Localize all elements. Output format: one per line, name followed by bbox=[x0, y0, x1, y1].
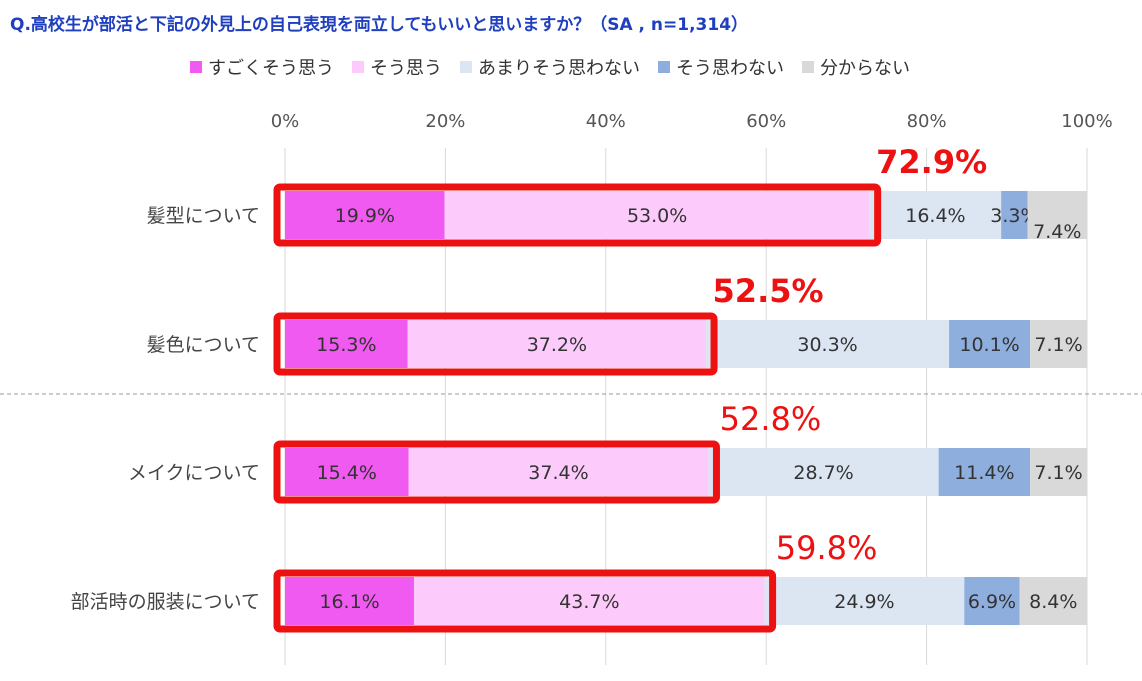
bar-segment bbox=[285, 577, 415, 625]
highlight-box bbox=[273, 440, 720, 504]
data-label: 43.7% bbox=[559, 591, 619, 613]
data-label: 53.0% bbox=[627, 205, 687, 227]
chart-title: Q.高校生が部活と下記の外見上の自己表現を両立してもいいと思いますか？（SA ,… bbox=[10, 15, 749, 35]
data-label: 19.9% bbox=[335, 205, 395, 227]
bar-segment bbox=[1030, 448, 1087, 496]
bar-segment bbox=[964, 577, 1020, 625]
legend-item: すごくそう思う bbox=[190, 54, 334, 80]
data-label: 16.1% bbox=[319, 591, 379, 613]
data-label: 7.1% bbox=[1034, 462, 1082, 484]
highlight-box bbox=[273, 569, 777, 633]
bar-segment bbox=[1001, 191, 1028, 239]
bar-segment bbox=[285, 320, 408, 368]
highlight-box bbox=[273, 183, 882, 247]
data-label: 8.4% bbox=[1029, 591, 1077, 613]
legend-item: そう思う bbox=[352, 54, 442, 80]
data-label: 28.7% bbox=[793, 462, 853, 484]
legend-label: そう思う bbox=[370, 58, 442, 79]
x-tick-label: 40% bbox=[586, 111, 626, 132]
data-label: 6.9% bbox=[968, 591, 1016, 613]
data-label: 16.4% bbox=[905, 205, 965, 227]
data-label: 37.2% bbox=[527, 334, 587, 356]
x-tick-label: 0% bbox=[271, 111, 300, 132]
bar-segment bbox=[1027, 191, 1087, 239]
bar-segment bbox=[408, 448, 709, 496]
data-label: 24.9% bbox=[834, 591, 894, 613]
chart-legend: すごくそう思う そう思う あまりそう思わない そう思わない 分からない bbox=[190, 55, 910, 79]
highlight-total-label: 52.8% bbox=[720, 400, 822, 438]
data-label: 15.4% bbox=[317, 462, 377, 484]
data-label: 37.4% bbox=[528, 462, 588, 484]
bar-segment bbox=[1019, 577, 1087, 625]
highlight-total-label: 72.9% bbox=[876, 143, 987, 181]
category-label: 髪色について bbox=[147, 334, 260, 356]
bar-segment bbox=[285, 191, 445, 239]
bar-segment bbox=[414, 577, 765, 625]
bar-segment bbox=[938, 448, 1031, 496]
legend-label: すごくそう思う bbox=[208, 58, 334, 79]
legend-swatch bbox=[190, 61, 202, 73]
legend-swatch bbox=[460, 61, 472, 73]
legend-label: あまりそう思わない bbox=[478, 58, 640, 79]
bar-segment bbox=[706, 320, 950, 368]
legend-swatch bbox=[352, 61, 364, 73]
bar-segment bbox=[444, 191, 870, 239]
legend-item: あまりそう思わない bbox=[460, 54, 640, 80]
legend-swatch bbox=[658, 61, 670, 73]
legend-item: 分からない bbox=[802, 54, 910, 80]
x-tick-label: 60% bbox=[746, 111, 786, 132]
bar-segment bbox=[407, 320, 707, 368]
legend-swatch bbox=[802, 61, 814, 73]
data-label: 7.1% bbox=[1034, 334, 1082, 356]
data-label: 10.1% bbox=[959, 334, 1019, 356]
bar-segment bbox=[1030, 320, 1087, 368]
bar-segment bbox=[708, 448, 939, 496]
category-label: 髪型について bbox=[147, 205, 260, 227]
highlight-box bbox=[273, 312, 718, 376]
bar-segment bbox=[869, 191, 1002, 239]
highlight-total-label: 52.5% bbox=[713, 272, 824, 310]
category-label: 部活時の服装について bbox=[71, 591, 260, 613]
bar-segment bbox=[949, 320, 1031, 368]
data-label: 11.4% bbox=[954, 462, 1014, 484]
x-tick-label: 100% bbox=[1061, 111, 1112, 132]
bar-segment bbox=[764, 577, 965, 625]
legend-item: そう思わない bbox=[658, 54, 784, 80]
category-label: メイクについて bbox=[128, 462, 260, 484]
data-label: 15.3% bbox=[316, 334, 376, 356]
x-tick-label: 20% bbox=[425, 111, 465, 132]
data-label: 7.4% bbox=[1033, 221, 1081, 243]
highlight-total-label: 59.8% bbox=[776, 529, 878, 567]
data-label: 30.3% bbox=[797, 334, 857, 356]
legend-label: そう思わない bbox=[676, 58, 784, 79]
x-tick-label: 80% bbox=[907, 111, 947, 132]
bar-segment bbox=[285, 448, 409, 496]
legend-label: 分からない bbox=[820, 58, 910, 79]
data-label: 3.3% bbox=[990, 205, 1038, 227]
